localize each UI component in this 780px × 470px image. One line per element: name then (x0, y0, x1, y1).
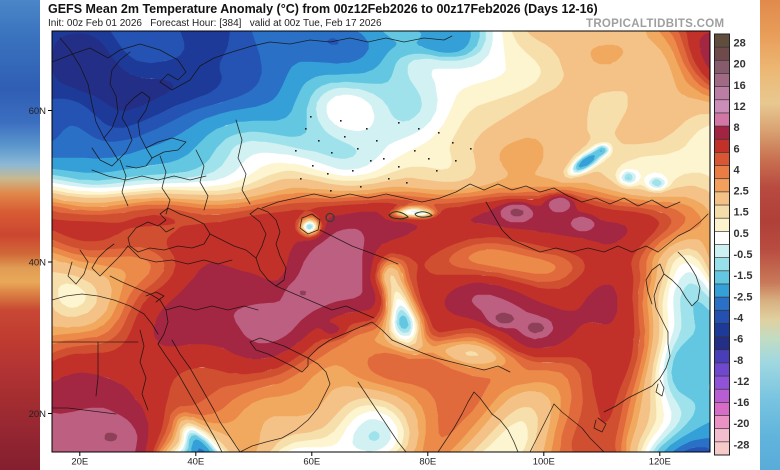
svg-text:-16: -16 (734, 397, 750, 409)
svg-text:8: 8 (734, 122, 740, 134)
svg-text:-6: -6 (734, 334, 744, 346)
svg-text:2.5: 2.5 (734, 186, 749, 198)
svg-text:4: 4 (734, 164, 741, 176)
svg-text:40N: 40N (29, 258, 47, 269)
svg-text:-0.5: -0.5 (734, 249, 753, 261)
svg-text:60N: 60N (29, 106, 47, 117)
svg-text:100E: 100E (533, 457, 555, 468)
svg-text:40E: 40E (187, 457, 204, 468)
svg-text:16: 16 (734, 80, 746, 92)
svg-text:0.5: 0.5 (734, 228, 749, 240)
svg-text:-4: -4 (734, 312, 745, 324)
svg-text:-8: -8 (734, 355, 744, 367)
svg-text:1.5: 1.5 (734, 207, 749, 219)
svg-text:12: 12 (734, 101, 746, 113)
svg-text:20N: 20N (29, 409, 47, 420)
svg-text:-2.5: -2.5 (734, 291, 753, 303)
svg-text:20E: 20E (71, 457, 88, 468)
svg-text:-20: -20 (734, 418, 750, 430)
svg-text:120E: 120E (649, 457, 671, 468)
svg-text:-1.5: -1.5 (734, 270, 753, 282)
svg-text:20: 20 (734, 59, 746, 71)
svg-text:-12: -12 (734, 376, 750, 388)
svg-text:60E: 60E (303, 457, 320, 468)
svg-text:-28: -28 (734, 439, 750, 451)
svg-text:6: 6 (734, 143, 740, 155)
svg-text:28: 28 (734, 38, 746, 50)
svg-text:80E: 80E (419, 457, 436, 468)
